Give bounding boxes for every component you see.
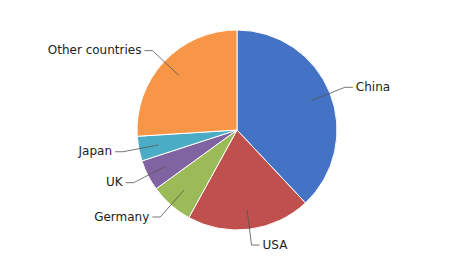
leader-line <box>144 51 178 76</box>
slice-label: USA <box>263 238 289 252</box>
slice-label: Japan <box>78 144 112 158</box>
chart-container: China USA Germany UK Japan Other countries <box>0 0 474 275</box>
leader-line <box>115 145 158 152</box>
leader-line <box>247 209 260 245</box>
leader-line <box>311 87 352 100</box>
slice-label: UK <box>106 175 124 189</box>
leader-line <box>126 166 166 182</box>
slice-label: China <box>356 80 390 94</box>
pie-slice <box>137 30 237 136</box>
slices <box>137 30 337 230</box>
slice-label: Germany <box>94 210 149 224</box>
leader-line <box>152 190 184 217</box>
slice-label: Other countries <box>48 43 142 57</box>
pie-chart: China USA Germany UK Japan Other countries <box>0 0 474 275</box>
labels: China USA Germany UK Japan Other countries <box>48 43 390 251</box>
